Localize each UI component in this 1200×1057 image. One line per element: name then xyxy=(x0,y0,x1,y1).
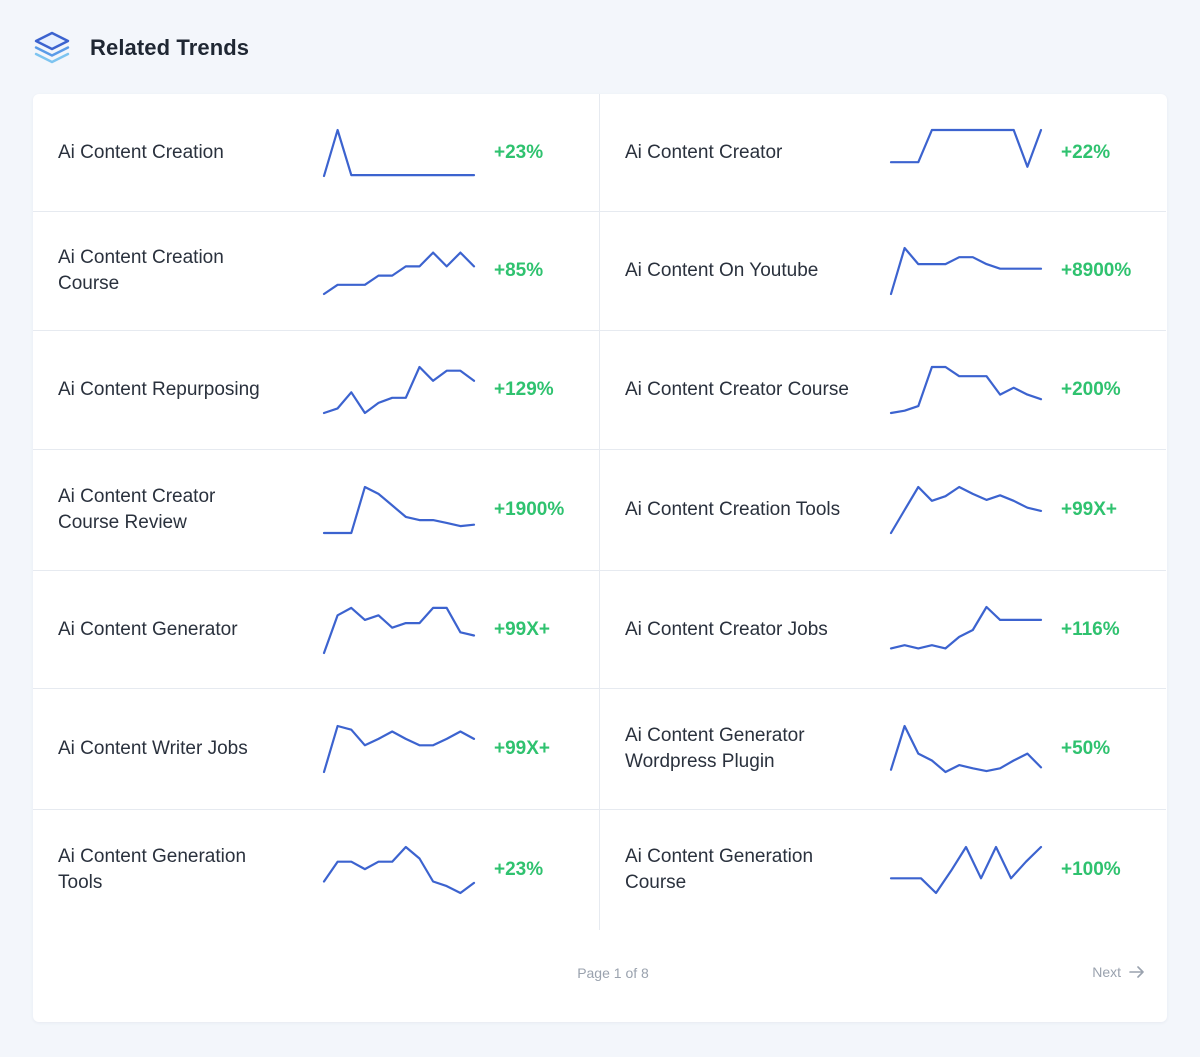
sparkline-path xyxy=(322,724,476,774)
sparkline-path xyxy=(889,128,1043,168)
trend-sparkline xyxy=(889,724,1043,774)
trend-change: +200% xyxy=(1061,379,1121,400)
trend-sparkline xyxy=(322,365,476,415)
arrow-right-icon xyxy=(1129,966,1144,978)
trend-change: +50% xyxy=(1061,738,1111,759)
trend-row[interactable]: Ai Content Creation +23% xyxy=(33,94,599,212)
header: Related Trends xyxy=(32,28,249,68)
page-indicator: Page 1 of 8 xyxy=(577,965,649,981)
trend-name: Ai Content Creation xyxy=(58,141,224,163)
trends-card: Ai Content Creation +23% Ai Content Creato… xyxy=(33,94,1167,1022)
trend-name: Ai Content Creator Course xyxy=(625,379,849,400)
sparkline-path xyxy=(322,365,476,415)
trend-sparkline xyxy=(889,485,1043,535)
next-page-button[interactable]: Next xyxy=(1092,964,1145,980)
trend-change: +99X+ xyxy=(494,738,550,759)
trend-change: +100% xyxy=(1061,859,1121,880)
trends-grid: Ai Content Creation +23% Ai Content Creato… xyxy=(33,94,1167,930)
sparkline-path xyxy=(889,724,1043,774)
trend-change: +22% xyxy=(1061,141,1111,163)
trend-change: +1900% xyxy=(494,499,565,520)
layers-icon xyxy=(34,31,70,64)
sparkline-path xyxy=(889,845,1043,895)
trend-sparkline xyxy=(322,251,476,296)
trend-sparkline xyxy=(322,606,476,654)
sparkline-path xyxy=(322,128,476,177)
trend-change: +129% xyxy=(494,379,554,400)
trend-change: +85% xyxy=(494,260,544,281)
trend-row[interactable]: Ai Content Generator Wordpress Plugin +50… xyxy=(600,689,1166,810)
sparkline-path xyxy=(889,365,1043,415)
trend-name: Ai Content Creator Jobs xyxy=(625,618,828,640)
column-divider xyxy=(599,94,600,930)
sparkline-path xyxy=(322,845,476,895)
trend-sparkline xyxy=(889,845,1043,895)
sparkline-path xyxy=(322,485,476,535)
trend-row[interactable]: Ai Content Creator Course Review +1900% xyxy=(33,450,599,571)
sparkline-path xyxy=(889,246,1043,296)
trend-change: +99X+ xyxy=(1061,499,1117,520)
pagination-footer: Page 1 of 8 Next xyxy=(33,930,1167,1022)
trend-change: +116% xyxy=(1061,618,1120,640)
trend-name: Ai Content Generation Tools xyxy=(58,846,247,893)
sparkline-path xyxy=(322,606,476,654)
sparkline-path xyxy=(322,251,476,296)
trend-name: Ai Content Repurposing xyxy=(58,379,260,400)
trend-name: Ai Content Generator Wordpress Plugin xyxy=(625,725,805,772)
next-label: Next xyxy=(1092,964,1121,980)
trend-name: Ai Content Generation Course xyxy=(625,846,814,893)
trend-row[interactable]: Ai Content Generator +99X+ xyxy=(33,571,599,689)
sparkline-path xyxy=(889,605,1043,650)
trend-row[interactable]: Ai Content Writer Jobs +99X+ xyxy=(33,689,599,810)
trend-name: Ai Content Creation Course xyxy=(58,247,224,294)
trend-sparkline xyxy=(322,128,476,177)
sparkline-path xyxy=(889,485,1043,535)
trend-name: Ai Content Creator xyxy=(625,141,783,163)
trend-row[interactable]: Ai Content Generation Tools +23% xyxy=(33,810,599,930)
trend-row[interactable]: Ai Content Creation Tools +99X+ xyxy=(600,450,1166,571)
trend-name: Ai Content Creation Tools xyxy=(625,499,841,520)
trend-sparkline xyxy=(889,246,1043,296)
trend-row[interactable]: Ai Content Generation Course +100% xyxy=(600,810,1166,930)
trend-change: +8900% xyxy=(1061,260,1132,281)
trend-sparkline xyxy=(889,365,1043,415)
trend-name: Ai Content Writer Jobs xyxy=(58,738,248,759)
trend-row[interactable]: Ai Content Creator Course +200% xyxy=(600,331,1166,450)
trend-row[interactable]: Ai Content Creator Jobs +116% xyxy=(600,571,1166,689)
trend-row[interactable]: Ai Content Repurposing +129% xyxy=(33,331,599,450)
trend-row[interactable]: Ai Content On Youtube +8900% xyxy=(600,212,1166,331)
trend-sparkline xyxy=(322,724,476,774)
trend-name: Ai Content Creator Course Review xyxy=(58,486,216,533)
trend-name: Ai Content On Youtube xyxy=(625,260,819,281)
trend-change: +23% xyxy=(494,141,544,163)
trend-change: +23% xyxy=(494,859,544,880)
page-title: Related Trends xyxy=(90,35,250,60)
trend-sparkline xyxy=(889,128,1043,168)
trend-row[interactable]: Ai Content Creation Course +85% xyxy=(33,212,599,331)
trend-name: Ai Content Generator xyxy=(58,618,238,640)
trend-sparkline xyxy=(322,485,476,535)
trend-sparkline xyxy=(889,605,1043,650)
trend-change: +99X+ xyxy=(494,618,550,640)
trend-row[interactable]: Ai Content Creator +22% xyxy=(600,94,1166,212)
trend-sparkline xyxy=(322,845,476,895)
